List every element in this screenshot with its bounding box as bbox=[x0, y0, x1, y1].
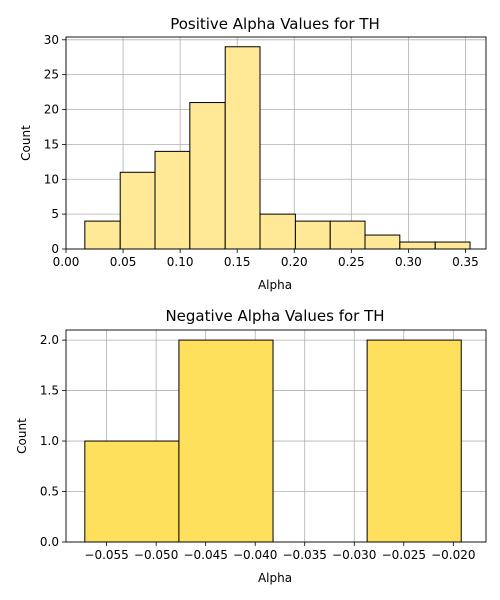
plot-area-frame bbox=[65, 36, 487, 250]
x-tick-label: −0.050 bbox=[134, 548, 178, 562]
x-axis-label: Alpha bbox=[258, 571, 292, 585]
histogram-bar bbox=[154, 150, 191, 250]
ticks: 0.00 0.05 0.10 0.15 0.20 0.25 0.30 0.35 0 5 10 15 20… bbox=[44, 33, 479, 269]
histogram-bar bbox=[178, 339, 274, 543]
x-tick-label: −0.030 bbox=[332, 548, 376, 562]
x-tick-label: 0.15 bbox=[224, 255, 251, 269]
y-tick-label: 5 bbox=[51, 207, 59, 221]
y-tick-label: 0.0 bbox=[40, 535, 59, 549]
plot-area-frame bbox=[65, 329, 487, 543]
y-axis-label: Count bbox=[19, 125, 33, 161]
x-tick-label: 0.25 bbox=[338, 255, 365, 269]
y-tick-label: 1.5 bbox=[40, 384, 59, 398]
ticks: −0.055 −0.050 −0.045 −0.040 −0.035 −0.030 −0.0… bbox=[40, 333, 476, 562]
y-tick-label: 10 bbox=[44, 172, 59, 186]
histogram-bar bbox=[259, 213, 296, 250]
histogram-bar bbox=[294, 220, 331, 250]
x-tick-label: −0.035 bbox=[283, 548, 327, 562]
y-tick-label: 30 bbox=[44, 33, 59, 47]
histogram-bar bbox=[364, 234, 401, 250]
x-axis-label: Alpha bbox=[258, 278, 292, 292]
histogram-bar bbox=[329, 220, 366, 250]
x-tick-label: 0.35 bbox=[452, 255, 479, 269]
y-tick-label: 25 bbox=[44, 68, 59, 82]
x-tick-label: −0.025 bbox=[382, 548, 426, 562]
y-tick-label: 0 bbox=[51, 242, 59, 256]
x-tick-label: −0.020 bbox=[431, 548, 475, 562]
histogram-bar bbox=[119, 171, 156, 250]
chart-title: Negative Alpha Values for TH bbox=[165, 307, 384, 325]
x-tick-label: 0.30 bbox=[395, 255, 422, 269]
histogram-bar bbox=[366, 339, 462, 543]
positive-alpha-histogram: Positive Alpha Values for TH 0.00 0.05 0.1… bbox=[19, 15, 487, 292]
chart-title: Positive Alpha Values for TH bbox=[170, 15, 380, 33]
x-tick-label: 0.20 bbox=[281, 255, 308, 269]
y-tick-label: 1.0 bbox=[40, 434, 59, 448]
x-tick-label: 0.00 bbox=[53, 255, 80, 269]
histogram-bar bbox=[224, 46, 261, 250]
y-tick-label: 15 bbox=[44, 137, 59, 151]
x-tick-label: −0.045 bbox=[183, 548, 227, 562]
y-tick-label: 0.5 bbox=[40, 485, 59, 499]
y-tick-label: 2.0 bbox=[40, 333, 59, 347]
histogram-bar bbox=[399, 241, 436, 250]
x-tick-label: −0.055 bbox=[84, 548, 128, 562]
histogram-bar bbox=[84, 220, 121, 250]
histogram-bar bbox=[434, 241, 471, 250]
bars bbox=[84, 339, 462, 543]
histogram-bar bbox=[189, 102, 226, 250]
x-tick-label: 0.10 bbox=[167, 255, 194, 269]
y-tick-label: 20 bbox=[44, 103, 59, 117]
histogram-bar bbox=[84, 440, 180, 543]
bars bbox=[84, 46, 471, 250]
x-tick-label: 0.05 bbox=[110, 255, 137, 269]
negative-alpha-histogram: Negative Alpha Values for TH −0.055 −0.05… bbox=[15, 307, 487, 585]
y-axis-label: Count bbox=[15, 418, 29, 454]
x-tick-label: −0.040 bbox=[233, 548, 277, 562]
